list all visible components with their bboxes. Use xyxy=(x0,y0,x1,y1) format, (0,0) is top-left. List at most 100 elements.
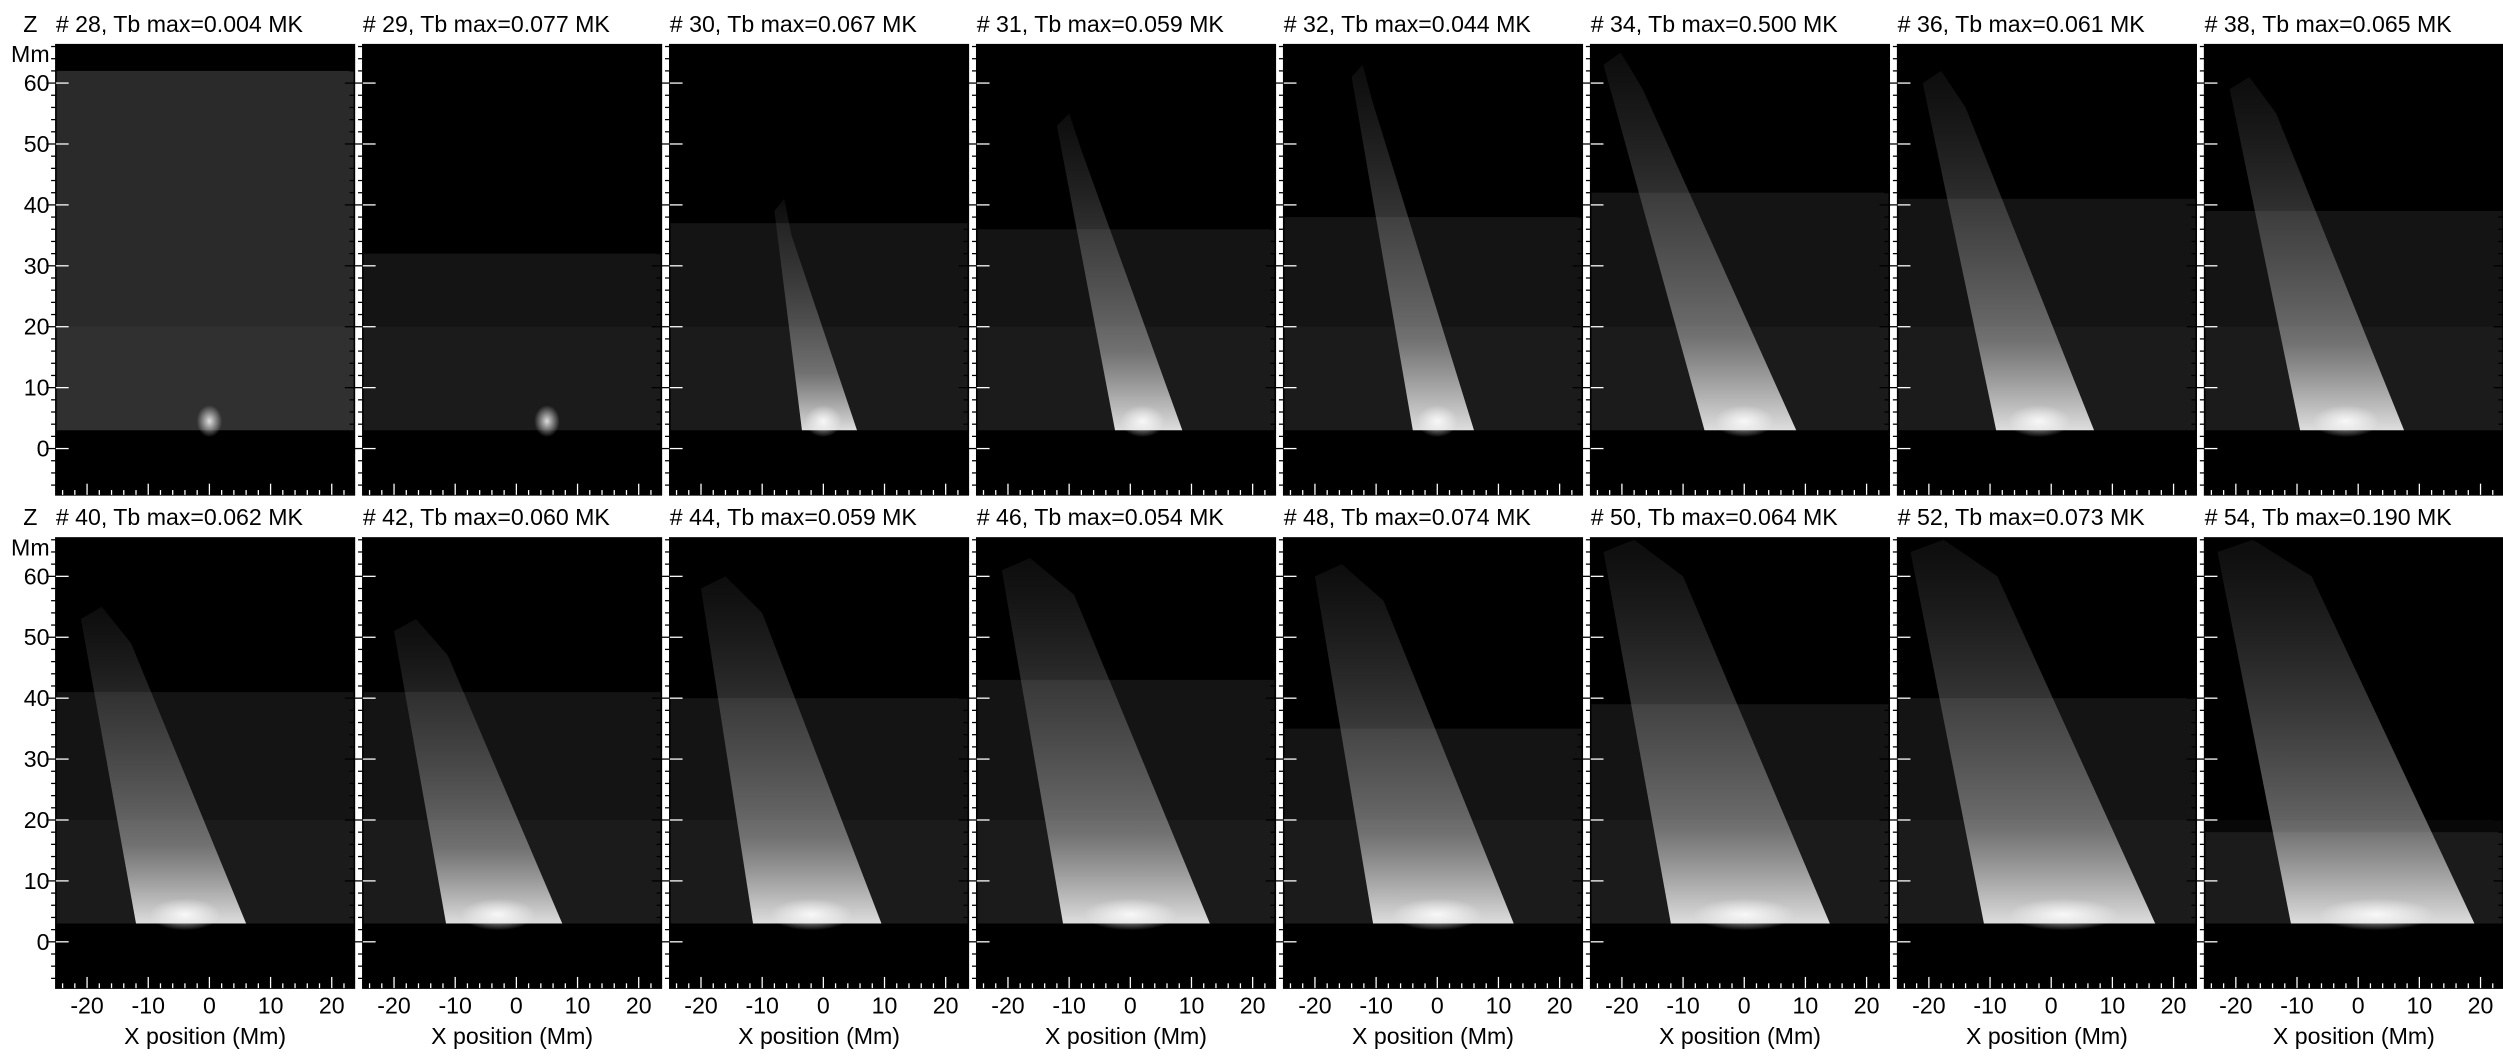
panel-frame xyxy=(669,537,970,989)
x-tick-label: 20 xyxy=(319,993,345,1019)
x-tick-label: -10 xyxy=(1052,993,1085,1019)
y-tick-label: 40 xyxy=(24,192,50,218)
jet-base-glow xyxy=(1083,898,1178,931)
panel-title: # 54, Tb max=0.190 MK xyxy=(2205,504,2453,530)
x-tick-label: 20 xyxy=(1854,993,1880,1019)
x-axis-label: X position (Mm) xyxy=(1352,1023,1514,1049)
x-tick-label: 20 xyxy=(1240,993,1266,1019)
x-tick-label: 10 xyxy=(1793,993,1819,1019)
x-tick-label: -20 xyxy=(377,993,410,1019)
panel: # 32, Tb max=0.044 MK xyxy=(1274,11,1584,496)
atmosphere-layer xyxy=(55,70,355,431)
x-tick-label: 10 xyxy=(1486,993,1512,1019)
panel-title: # 44, Tb max=0.059 MK xyxy=(670,504,918,530)
x-tick-label: -20 xyxy=(2219,993,2252,1019)
panel-frame xyxy=(1282,43,1584,496)
x-tick-label: 10 xyxy=(2100,993,2126,1019)
x-tick-label: 0 xyxy=(2045,993,2058,1019)
y-tick-label: 10 xyxy=(24,868,50,894)
jet-base-glow xyxy=(460,898,536,931)
jet-base-glow xyxy=(1120,405,1165,438)
panel-frame xyxy=(362,43,663,496)
panel: # 38, Tb max=0.065 MK xyxy=(2195,11,2503,496)
jet xyxy=(1922,70,2095,431)
panel-frame xyxy=(1896,43,2197,496)
x-tick-label: 10 xyxy=(258,993,284,1019)
panel: # 50, Tb max=0.064 MK -20 -10 0 10 20 X positi… xyxy=(1581,504,1891,1049)
panel: # 46, Tb max=0.054 MK -20 -10 0 10 20 X positi… xyxy=(967,504,1277,1049)
y-tick-label: 50 xyxy=(24,131,50,157)
panel: # 40, Tb max=0.062 MK 0 10 20 30 40 50 60 -20 -10… xyxy=(11,504,356,1049)
x-axis-label: X position (Mm) xyxy=(1966,1023,2128,1049)
panel-frame xyxy=(2203,43,2503,496)
y-tick-label: 10 xyxy=(24,375,50,401)
x-axis-label: X position (Mm) xyxy=(1045,1023,1207,1049)
x-tick-label: 10 xyxy=(2406,993,2432,1019)
panel: # 31, Tb max=0.059 MK xyxy=(967,11,1277,496)
panel-frame xyxy=(1896,537,2197,989)
jet-base-glow xyxy=(2008,898,2119,931)
y-tick-label: 0 xyxy=(37,929,50,955)
x-tick-label: -20 xyxy=(684,993,717,1019)
x-tick-label: -20 xyxy=(70,993,103,1019)
atmosphere-layer-low xyxy=(363,327,662,431)
panel-title: # 31, Tb max=0.059 MK xyxy=(977,11,1225,37)
y-tick-label: 0 xyxy=(37,436,50,462)
panel-title: # 50, Tb max=0.064 MK xyxy=(1591,504,1839,530)
panel-frame xyxy=(1589,537,1891,989)
y-tick-label: 30 xyxy=(24,746,50,772)
panel-frame xyxy=(55,43,356,496)
x-tick-label: 0 xyxy=(1738,993,1751,1019)
x-tick-label: 0 xyxy=(1124,993,1137,1019)
x-tick-label: 20 xyxy=(933,993,959,1019)
x-axis-label: X position (Mm) xyxy=(124,1023,286,1049)
jet xyxy=(701,576,882,924)
jet xyxy=(1603,539,1830,924)
atmosphere-layer xyxy=(362,253,662,431)
jet xyxy=(1910,539,2156,924)
panel-title: # 40, Tb max=0.062 MK xyxy=(56,504,304,530)
jet xyxy=(1001,558,1210,924)
x-tick-label: 20 xyxy=(2161,993,2187,1019)
jet xyxy=(1056,113,1183,431)
panel: # 44, Tb max=0.059 MK -20 -10 0 10 20 X positi… xyxy=(660,504,970,1049)
panel: # 54, Tb max=0.190 MK -20 -10 0 10 20 X positi… xyxy=(2195,504,2503,1049)
jet-base-glow xyxy=(1714,405,1775,438)
panel-title: # 29, Tb max=0.077 MK xyxy=(363,11,611,37)
panel-title: # 32, Tb max=0.044 MK xyxy=(1284,11,1532,37)
panel-title: # 34, Tb max=0.500 MK xyxy=(1591,11,1839,37)
jet xyxy=(1314,564,1514,924)
x-tick-label: -10 xyxy=(438,993,471,1019)
panel-frame xyxy=(975,43,1277,496)
panel-title: # 36, Tb max=0.061 MK xyxy=(1898,11,2146,37)
jet xyxy=(2229,76,2405,431)
x-tick-label: 0 xyxy=(510,993,523,1019)
x-tick-label: 20 xyxy=(626,993,652,1019)
jet xyxy=(774,198,857,431)
jet xyxy=(80,606,247,924)
panel-title: # 28, Tb max=0.004 MK xyxy=(56,11,304,37)
panel-frame xyxy=(2203,537,2503,989)
x-tick-label: 10 xyxy=(1179,993,1205,1019)
panel-title: # 46, Tb max=0.054 MK xyxy=(977,504,1225,530)
x-tick-label: -10 xyxy=(132,993,165,1019)
panel-frame xyxy=(669,43,970,496)
panel-title: # 42, Tb max=0.060 MK xyxy=(363,504,611,530)
panel-title: # 52, Tb max=0.073 MK xyxy=(1898,504,2146,530)
x-tick-label: 10 xyxy=(872,993,898,1019)
panel: # 28, Tb max=0.004 MK 0 10 20 30 40 50 60 Z Mm xyxy=(11,11,356,496)
jet-base-glow xyxy=(1416,405,1458,438)
panel-frame xyxy=(975,537,1277,989)
panel-frame xyxy=(1282,537,1584,989)
y-tick-label: 60 xyxy=(24,70,50,96)
x-tick-label: -20 xyxy=(1298,993,1331,1019)
x-axis-label: X position (Mm) xyxy=(431,1023,593,1049)
y-tick-label: 30 xyxy=(24,253,50,279)
jet xyxy=(1351,64,1474,431)
y-tick-label: 20 xyxy=(24,807,50,833)
jet-base-glow xyxy=(534,405,560,438)
y-axis-unit: Mm xyxy=(11,535,50,561)
x-axis-label: X position (Mm) xyxy=(1659,1023,1821,1049)
